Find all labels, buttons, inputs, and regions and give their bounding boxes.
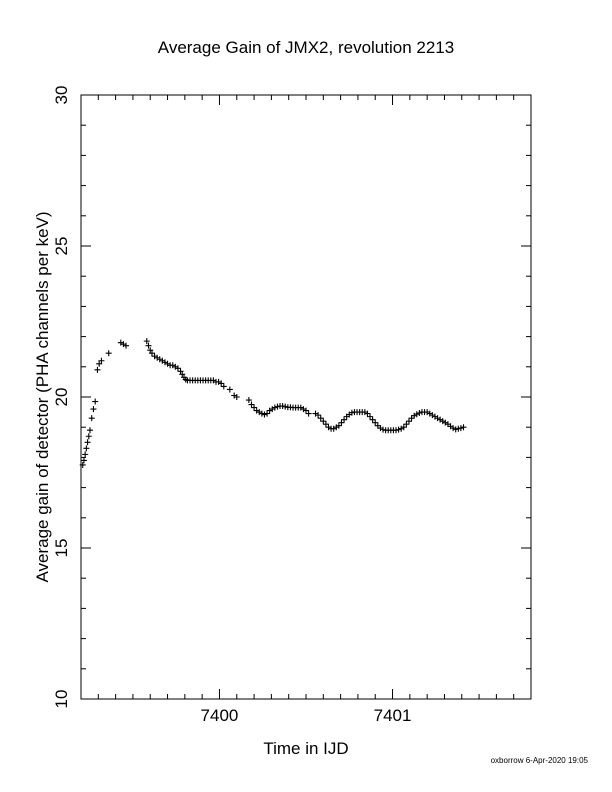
data-point: [317, 415, 324, 422]
data-point: [264, 410, 271, 417]
data-point: [84, 439, 91, 446]
data-point: [179, 371, 186, 378]
data-point: [174, 365, 181, 372]
y-tick-label: 25: [52, 237, 71, 256]
y-tick-label: 30: [52, 86, 71, 105]
data-point: [90, 406, 97, 413]
data-point: [348, 409, 355, 416]
data-point: [279, 403, 286, 410]
data-point: [87, 427, 93, 434]
data-point: [85, 433, 92, 440]
data-point: [369, 416, 376, 423]
data-point: [105, 350, 112, 357]
data-point: [400, 424, 407, 431]
plot-credit: oxborrow 6-Apr-2020 19:05: [490, 756, 588, 765]
data-point: [245, 397, 252, 404]
axis-tick-labels: 10 15 20 25 30 7400 7401: [52, 86, 411, 725]
data-point: [305, 410, 312, 417]
data-point: [274, 403, 281, 410]
data-point: [218, 380, 225, 387]
data-point: [98, 357, 105, 364]
data-point: [460, 424, 467, 431]
x-axis-label: Time in IJD: [263, 739, 348, 758]
data-point: [403, 421, 410, 428]
data-point: [80, 457, 87, 464]
data-point: [226, 386, 233, 393]
data-point: [320, 418, 327, 425]
data-point: [303, 407, 309, 414]
y-tick-label: 15: [52, 539, 71, 558]
y-tick-label: 10: [52, 690, 71, 709]
data-point: [393, 427, 399, 434]
data-point: [457, 425, 464, 432]
data-point: [450, 425, 457, 432]
data-point: [455, 425, 462, 432]
data-point: [94, 366, 101, 373]
data-point: [83, 445, 90, 452]
data-point: [143, 338, 150, 345]
data-point: [315, 412, 322, 419]
data-point: [251, 404, 258, 411]
data-point: [364, 410, 371, 417]
data-point: [282, 403, 289, 410]
data-point: [88, 415, 95, 422]
data-point: [261, 411, 268, 418]
x-tick-label: 7400: [201, 706, 239, 725]
data-point: [413, 411, 420, 418]
data-point: [220, 383, 227, 390]
data-point: [79, 461, 86, 468]
data-point: [248, 401, 255, 408]
data-point: [322, 421, 329, 428]
data-point: [367, 413, 374, 420]
data-point: [395, 426, 402, 433]
data-point: [335, 422, 342, 429]
data-point: [123, 342, 129, 349]
chart-title: Average Gain of JMX2, revolution 2213: [158, 38, 454, 57]
y-axis-label: Average gain of detector (PHA channels p…: [33, 211, 52, 582]
plot-frame: [80, 94, 532, 700]
axis-ticks: [80, 94, 532, 700]
x-tick-label: 7401: [374, 706, 412, 725]
data-points: [79, 338, 467, 468]
data-point: [372, 419, 379, 426]
y-tick-label: 20: [52, 388, 71, 407]
data-point: [148, 350, 155, 357]
data-point: [341, 416, 348, 423]
data-point: [92, 398, 99, 405]
data-point: [82, 451, 89, 458]
data-point: [271, 404, 278, 411]
data-point: [177, 368, 184, 375]
data-point: [96, 360, 103, 367]
data-point: [380, 426, 387, 433]
data-point: [147, 347, 154, 354]
data-point: [416, 410, 423, 417]
data-point: [452, 426, 459, 433]
data-point: [338, 419, 345, 426]
data-point: [405, 418, 412, 425]
data-point: [258, 410, 265, 417]
data-point: [145, 342, 152, 349]
data-point: [233, 394, 240, 400]
